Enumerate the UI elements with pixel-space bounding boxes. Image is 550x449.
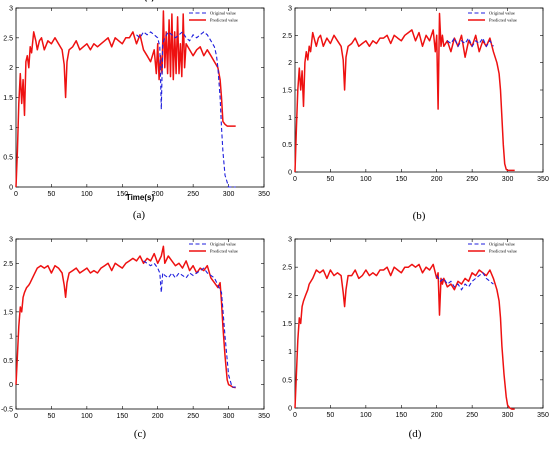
x-tick-label: 250 — [187, 413, 199, 420]
x-tick-label: 350 — [537, 176, 549, 183]
y-tick-label: 2 — [9, 65, 13, 72]
legend-label: Original value — [210, 242, 236, 247]
predicted-value-line — [15, 245, 236, 389]
x-tick-label: 150 — [116, 191, 128, 198]
x-tick-label: 200 — [431, 412, 443, 419]
panel-caption: (c) — [134, 428, 147, 440]
x-tick-label: 200 — [431, 176, 443, 183]
panel-caption: (d) — [409, 428, 422, 440]
y-tick-label: 1.5 — [3, 309, 13, 316]
x-tick-label: 100 — [360, 176, 372, 183]
predicted-value-line — [294, 263, 515, 410]
x-tick-label: 50 — [327, 176, 335, 183]
predicted-value-line — [294, 12, 515, 173]
chart-panel-d: 0 50 100 150 200 250 300 350 0 0.5 1 1.5 2 2.5 3 Origin… — [282, 237, 549, 441]
x-tick-label: 250 — [187, 191, 199, 198]
y-tick-label: 1.5 — [3, 95, 13, 102]
original-value-line — [446, 36, 494, 48]
y-tick-label: 2.5 — [282, 265, 292, 272]
x-tick-label: 100 — [81, 191, 93, 198]
y-tick-label: 0 — [288, 170, 292, 177]
y-tick-label: 3 — [9, 6, 13, 13]
x-tick-label: 0 — [293, 176, 297, 183]
y-tick-label: 1.5 — [282, 88, 292, 95]
y-tick-label: 2 — [288, 60, 292, 67]
x-axis-label: Time(s) — [126, 193, 155, 202]
legend-label: Predicted value — [489, 249, 517, 254]
x-tick-label: 50 — [48, 413, 56, 420]
y-tick-label: 1 — [9, 334, 13, 341]
legend-label: Predicted value — [210, 18, 238, 23]
x-axis-label: Time(s) — [126, 0, 155, 2]
x-tick-label: 250 — [466, 176, 478, 183]
y-tick-label: -0.5 — [1, 407, 13, 414]
original-value-line — [143, 260, 236, 388]
y-tick-label: 1 — [288, 115, 292, 122]
x-tick-label: 0 — [293, 412, 297, 419]
y-tick-label: 2 — [288, 293, 292, 300]
x-tick-label: 200 — [152, 413, 164, 420]
y-tick-label: 2.5 — [3, 261, 13, 268]
y-tick-label: 1 — [288, 349, 292, 356]
y-tick-label: 2 — [9, 285, 13, 292]
predicted-value-line — [15, 10, 236, 188]
legend-label: Original value — [210, 11, 236, 16]
x-tick-label: 300 — [502, 412, 514, 419]
legend-label: Predicted value — [210, 249, 238, 254]
y-tick-label: 2.5 — [3, 35, 13, 42]
original-value-line — [136, 31, 236, 188]
y-tick-label: 3 — [288, 6, 292, 13]
legend-label: Original value — [489, 242, 515, 247]
y-tick-label: 1 — [9, 125, 13, 132]
plot-frame — [15, 238, 265, 410]
x-tick-label: 50 — [48, 191, 56, 198]
x-tick-label: 100 — [360, 412, 372, 419]
y-tick-label: 2.5 — [282, 33, 292, 40]
original-value-line — [436, 271, 494, 291]
x-tick-label: 350 — [537, 412, 549, 419]
x-tick-label: 0 — [14, 413, 18, 420]
x-tick-label: 350 — [258, 191, 270, 198]
y-tick-label: 3 — [288, 237, 292, 244]
y-tick-label: 3 — [9, 237, 13, 244]
x-tick-label: 150 — [395, 176, 407, 183]
y-tick-label: 1.5 — [282, 321, 292, 328]
legend-label: Original value — [489, 11, 515, 16]
chart-panel-b: 0 50 100 150 200 250 300 350 0 0.5 1 1.5 2 2.5 3 Origin… — [282, 6, 549, 223]
panel-caption: (a) — [133, 209, 146, 221]
y-tick-label: 0.5 — [3, 155, 13, 162]
x-tick-label: 50 — [327, 412, 335, 419]
x-tick-label: 200 — [152, 191, 164, 198]
y-tick-label: 0 — [9, 382, 13, 389]
y-tick-label: 0.5 — [3, 358, 13, 365]
y-tick-label: 0 — [9, 185, 13, 192]
panel-caption: (b) — [413, 210, 426, 222]
y-tick-label: 0.5 — [282, 377, 292, 384]
x-tick-label: 300 — [502, 176, 514, 183]
x-tick-label: 300 — [223, 413, 235, 420]
x-tick-label: 100 — [81, 413, 93, 420]
chart-panel-c: 0 50 100 150 200 250 300 350-0.500.511.522.53Or… — [1, 0, 270, 440]
y-tick-label: 0 — [288, 406, 292, 413]
x-tick-label: 0 — [14, 191, 18, 198]
x-tick-label: 250 — [466, 412, 478, 419]
y-tick-label: 0.5 — [282, 142, 292, 149]
x-tick-label: 150 — [116, 413, 128, 420]
chart-panel-a: 0 50 100 150 200 250 300 350 0 0.5 1 1.5 2 2.5 3 Origin… — [3, 6, 270, 222]
x-tick-label: 300 — [223, 191, 235, 198]
legend-label: Predicted value — [489, 18, 517, 23]
x-tick-label: 350 — [258, 413, 270, 420]
x-tick-label: 150 — [395, 412, 407, 419]
